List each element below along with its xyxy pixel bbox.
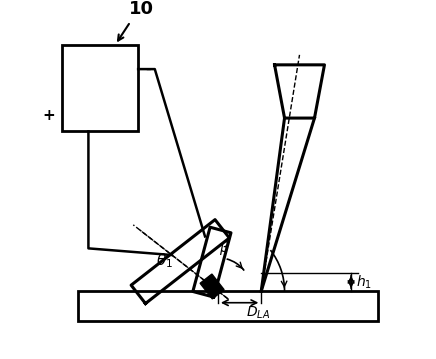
Text: 10: 10: [129, 0, 154, 18]
Text: -: -: [145, 62, 150, 76]
Bar: [61, 45, 138, 131]
Bar: [78, 291, 378, 321]
Text: $\theta_1$: $\theta_1$: [156, 252, 173, 270]
Text: $D_{LA}$: $D_{LA}$: [246, 304, 270, 321]
Text: $h_1$: $h_1$: [356, 273, 372, 291]
Polygon shape: [200, 274, 224, 299]
Text: $\beta$: $\beta$: [219, 239, 230, 257]
Text: +: +: [42, 108, 55, 123]
